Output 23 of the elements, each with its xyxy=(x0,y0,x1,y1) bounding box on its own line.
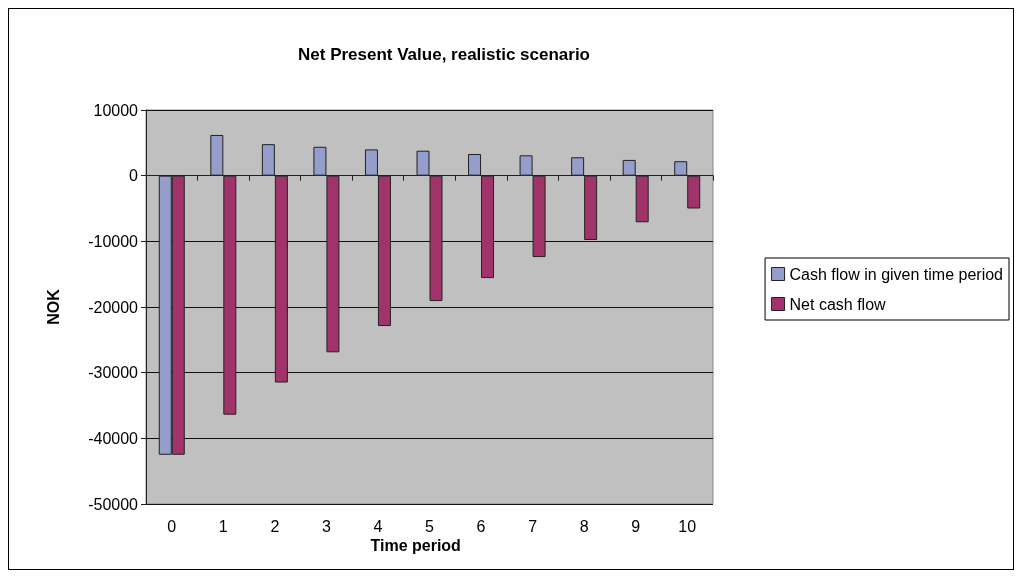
x-tick-label: 5 xyxy=(425,517,435,535)
x-axis-title: Time period xyxy=(370,536,461,554)
legend-label: Net cash flow xyxy=(789,295,887,313)
x-tick-label: 8 xyxy=(579,517,589,535)
chart-title: Net Present Value, realistic scenario xyxy=(298,45,590,64)
x-tick-label: 7 xyxy=(528,517,538,535)
x-tick-label: 4 xyxy=(373,517,383,535)
x-tick-label: 0 xyxy=(167,517,177,535)
y-tick-label: 10000 xyxy=(93,101,139,119)
legend-label: Cash flow in given time period xyxy=(789,265,1003,283)
y-axis-title: NOK xyxy=(44,288,62,325)
x-tick-label: 10 xyxy=(678,517,697,535)
y-tick-label: -30000 xyxy=(88,364,139,382)
y-tick-label: -40000 xyxy=(88,429,139,447)
x-tick-label: 3 xyxy=(321,517,331,535)
x-tick-label: 6 xyxy=(476,517,486,535)
y-tick-label: -20000 xyxy=(88,298,139,316)
x-tick-label: 9 xyxy=(631,517,641,535)
y-tick-label: -50000 xyxy=(88,495,139,513)
y-tick-label: 0 xyxy=(129,167,139,185)
y-tick-label: -10000 xyxy=(88,232,139,250)
x-tick-label: 1 xyxy=(218,517,228,535)
x-tick-label: 2 xyxy=(270,517,280,535)
